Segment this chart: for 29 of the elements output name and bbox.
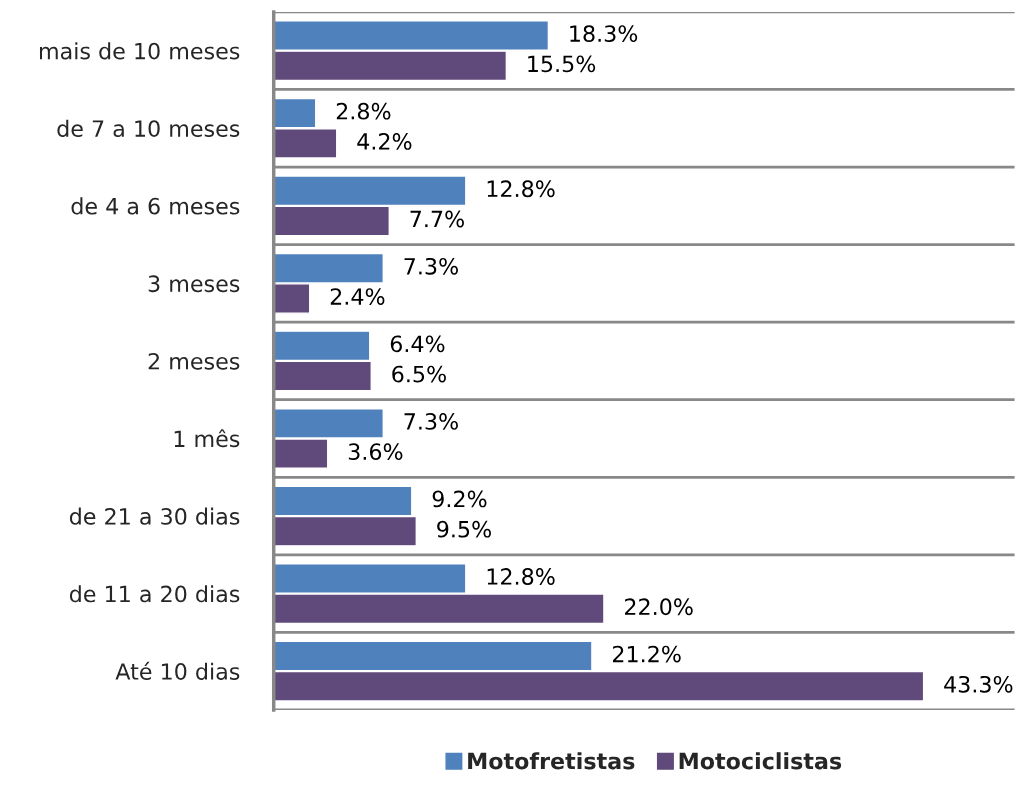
- data-label: 4.2%: [357, 133, 412, 150]
- data-label: 6.5%: [392, 365, 446, 383]
- legend-label: Motofretistas: [468, 752, 635, 770]
- data-label: 9.2%: [432, 490, 487, 508]
- y-tick-label: de 11 a 20 dias: [69, 585, 240, 603]
- data-label: 3.6%: [348, 443, 403, 461]
- data-label: 9.5%: [437, 520, 491, 538]
- data-label: 43.3%: [944, 675, 1013, 693]
- data-label: 6.4%: [390, 335, 445, 353]
- data-label: 12.8%: [487, 568, 555, 585]
- y-tick-label: mais de 10 meses: [39, 42, 240, 60]
- data-label: 18.3%: [570, 25, 638, 43]
- legend-label: Motociclistas: [679, 752, 842, 770]
- y-tick-label: 1 mês: [174, 429, 240, 448]
- data-label: 22.0%: [624, 598, 693, 616]
- data-label: 7.3%: [404, 257, 458, 275]
- data-label: 7.3%: [404, 413, 458, 430]
- data-label: 21.2%: [612, 645, 681, 663]
- y-tick-label: de 4 a 6 meses: [71, 197, 240, 215]
- data-label: 15.5%: [528, 55, 596, 73]
- data-label: 12.8%: [487, 180, 555, 198]
- data-label: 2.8%: [336, 102, 391, 120]
- y-tick-label: de 7 a 10 meses: [57, 119, 240, 138]
- data-label: 2.4%: [330, 288, 385, 305]
- y-tick-label: Até 10 dias: [115, 661, 240, 680]
- y-tick-label: 2 meses: [148, 352, 240, 370]
- y-tick-label: de 21 a 30 dias: [69, 507, 240, 525]
- y-tick-label: 3 meses: [148, 275, 240, 293]
- data-label: 7.7%: [410, 210, 464, 228]
